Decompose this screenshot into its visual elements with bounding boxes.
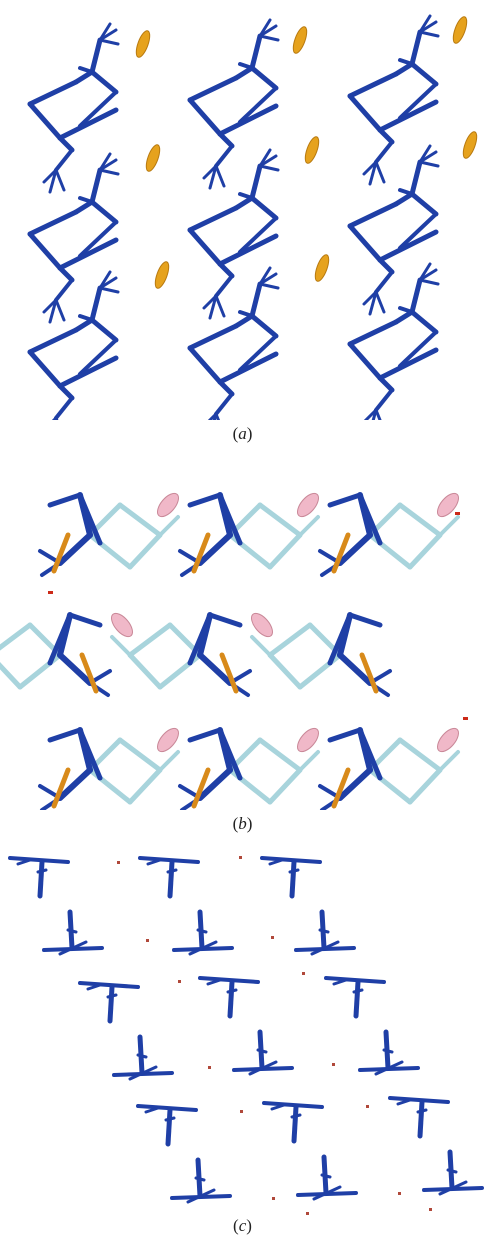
solvent-dot xyxy=(429,1208,432,1211)
guest-molecule xyxy=(292,26,308,54)
molecule-pair xyxy=(262,1101,358,1201)
solvent-dot xyxy=(117,861,120,864)
molecule-pair xyxy=(187,148,280,320)
molecule-unit xyxy=(0,612,112,697)
caption-b: (b) xyxy=(232,814,253,833)
molecule-unit xyxy=(250,612,392,697)
pink-guest xyxy=(157,492,179,518)
guest-molecule xyxy=(304,136,320,164)
molecule-unit xyxy=(178,492,320,577)
solvent-dot xyxy=(398,1192,401,1195)
panel-b-crystal-packing xyxy=(0,465,485,810)
panel-a-image xyxy=(27,14,478,420)
molecule-pair xyxy=(347,144,440,316)
molecule-pair xyxy=(27,22,120,194)
molecule-pair xyxy=(324,976,420,1076)
solvent-dot xyxy=(306,1212,309,1215)
guest-molecule xyxy=(462,131,478,159)
solvent-dot xyxy=(302,972,305,975)
caption-c-letter: c xyxy=(238,1216,247,1235)
pink-guest xyxy=(157,727,179,753)
molecule-pair xyxy=(198,976,294,1076)
molecule-unit xyxy=(318,492,460,577)
pink-guest xyxy=(297,727,319,753)
molecule-pair xyxy=(27,152,120,324)
molecule-unit xyxy=(318,727,460,810)
solvent-dot xyxy=(240,1110,243,1113)
solvent-dot xyxy=(178,980,181,983)
molecule-pair xyxy=(138,856,234,956)
panel-b-image xyxy=(0,492,468,810)
solvent-dot xyxy=(208,1066,211,1069)
panel-a-crystal-packing xyxy=(0,0,485,420)
guest-molecule xyxy=(135,30,151,58)
molecule-pair xyxy=(347,14,440,186)
molecule-unit xyxy=(38,727,180,810)
pink-guest xyxy=(437,492,459,518)
molecule-unit xyxy=(110,612,252,697)
oxygen-atom xyxy=(463,717,468,720)
molecule-unit xyxy=(38,492,180,577)
molecule-pair xyxy=(347,262,440,420)
pink-guest xyxy=(297,492,319,518)
solvent-dot xyxy=(272,1197,275,1200)
molecule-pair xyxy=(260,856,356,956)
solvent-dot xyxy=(146,939,149,942)
pink-guest xyxy=(437,727,459,753)
panel-c-crystal-packing xyxy=(0,840,485,1215)
molecule-pair xyxy=(8,856,104,956)
guest-molecule xyxy=(145,144,161,172)
molecule-pair xyxy=(136,1104,232,1204)
guest-molecule xyxy=(452,16,468,44)
molecule-pair xyxy=(187,18,280,190)
pink-guest xyxy=(111,612,133,638)
molecule-pair xyxy=(388,1096,484,1196)
guest-molecule xyxy=(154,261,170,289)
molecule-unit xyxy=(178,727,320,810)
molecule-pair xyxy=(78,981,174,1081)
caption-a: (a) xyxy=(232,424,253,443)
panel-c-image xyxy=(8,856,484,1215)
oxygen-atom xyxy=(455,512,460,515)
caption-a-letter: a xyxy=(238,424,247,443)
solvent-dot xyxy=(271,936,274,939)
solvent-dot xyxy=(332,1063,335,1066)
guest-molecule xyxy=(314,254,330,282)
pink-guest xyxy=(251,612,273,638)
solvent-dot xyxy=(239,856,242,859)
solvent-dot xyxy=(366,1105,369,1108)
molecule-pair xyxy=(187,266,280,420)
oxygen-atom xyxy=(48,591,53,594)
molecule-pair xyxy=(27,270,120,420)
caption-c: (c) xyxy=(233,1216,252,1235)
caption-b-letter: b xyxy=(238,814,247,833)
